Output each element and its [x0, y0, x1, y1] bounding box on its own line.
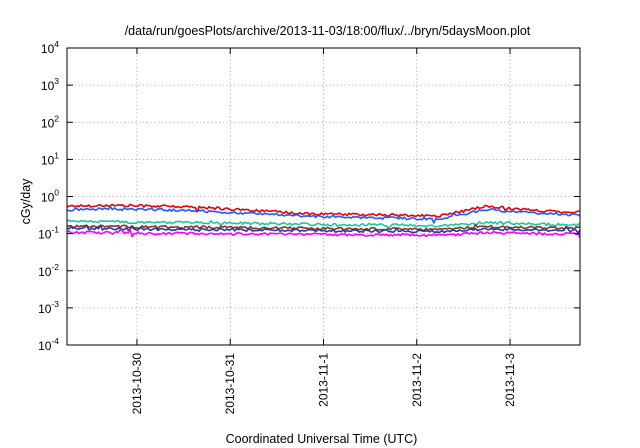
x-tick-label: 2013-11-3: [503, 353, 517, 407]
tick-marks: [67, 47, 580, 346]
y-tick-label: 102: [41, 113, 59, 130]
series-line-1: [66, 203, 580, 218]
series-line-5: [66, 224, 581, 234]
y-tick-label: 10-3: [38, 299, 59, 316]
x-tick-label: 2013-10-30: [130, 353, 144, 415]
grid: [67, 48, 580, 345]
y-tick-label: 10-2: [38, 262, 59, 279]
y-tick-labels: 10-4 10-3 10-2 10-1 100 101 102 103 104: [38, 39, 59, 353]
x-tick-label: 2013-11-2: [410, 353, 424, 407]
series-line-4: [66, 223, 581, 232]
series-line-2: [66, 206, 581, 224]
y-tick-label: 104: [41, 39, 59, 56]
x-tick-labels: 2013-10-30 2013-10-31 2013-11-1 2013-11-2 20…: [130, 353, 517, 415]
y-tick-label: 10-4: [38, 336, 59, 353]
y-tick-label: 100: [41, 188, 59, 205]
chart-title: /data/run/goesPlots/archive/2013-11-03/1…: [125, 24, 531, 38]
y-tick-label: 103: [41, 76, 59, 93]
series-layer: [66, 203, 581, 238]
series-line-6: [66, 228, 581, 238]
x-tick-label: 2013-10-31: [223, 353, 237, 415]
x-axis-label: Coordinated Universal Time (UTC): [226, 432, 418, 446]
y-axis-label: cGy/day: [19, 178, 33, 225]
x-tick-label: 2013-11-1: [317, 353, 331, 407]
series-line-3: [66, 219, 581, 229]
y-tick-label: 10-1: [38, 225, 59, 242]
y-tick-label: 101: [41, 150, 59, 167]
